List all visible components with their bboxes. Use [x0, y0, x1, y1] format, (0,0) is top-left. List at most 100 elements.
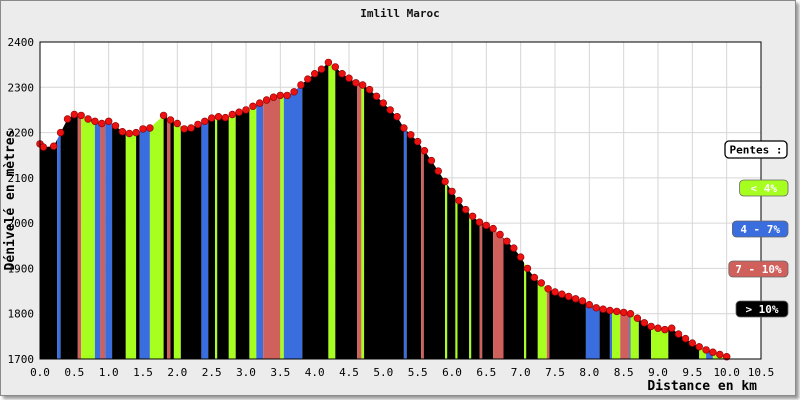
x-tick-label: 5.5 — [408, 366, 428, 379]
profile-point — [667, 324, 676, 332]
slope-segment — [280, 95, 284, 360]
profile-point — [269, 93, 278, 101]
legend-title-background — [724, 140, 788, 159]
slope-segment — [180, 122, 202, 359]
y-tick-label: 1800 — [8, 308, 35, 321]
slope-segment — [77, 114, 82, 360]
profile-point — [544, 285, 552, 293]
profile-point — [654, 324, 662, 332]
slope-segment — [630, 313, 639, 359]
legend-label: < 4% — [751, 182, 778, 195]
slope-segment — [139, 128, 150, 359]
profile-point — [626, 310, 635, 318]
slope-segment — [57, 132, 61, 359]
slope-segment — [249, 104, 257, 359]
slope-segment — [263, 95, 281, 360]
profile-point — [201, 117, 209, 126]
profile-point — [496, 230, 504, 239]
profile-point — [91, 117, 99, 126]
legend-swatch — [732, 220, 789, 238]
profile-point — [420, 147, 429, 155]
profile-point — [523, 264, 532, 273]
slope-segment — [100, 122, 106, 360]
profile-point — [77, 111, 85, 120]
y-tick-label: 2000 — [8, 217, 35, 230]
profile-point — [317, 65, 326, 73]
profile-point — [166, 116, 175, 124]
x-tick-label: 6.0 — [442, 366, 462, 379]
legend-item: 4 - 7% — [732, 220, 789, 238]
profile-point — [427, 156, 436, 165]
x-tick-label: 3.0 — [236, 366, 256, 379]
profile-point — [359, 81, 367, 89]
legend-label: 4 - 7% — [740, 223, 780, 236]
profile-point — [510, 244, 518, 252]
slope-segment — [546, 287, 550, 359]
profile-point — [448, 187, 456, 196]
slope-segment — [503, 237, 525, 359]
y-tick-label: 2200 — [8, 127, 35, 140]
profile-point — [235, 108, 243, 116]
slope-segment — [217, 116, 229, 359]
profile-point — [132, 128, 140, 137]
profile-point — [290, 88, 298, 96]
profile-point — [482, 221, 490, 230]
profile-point — [111, 122, 120, 130]
profile-point — [722, 353, 731, 361]
slope-segment — [136, 130, 140, 359]
profile-point — [84, 115, 92, 123]
slope-segment — [40, 139, 58, 359]
profile-point — [578, 297, 587, 305]
profile-point — [331, 63, 339, 71]
x-tick-labels: 0.0 0.5 1.0 1.5 2.0 2.5 3.0 3.5 4.0 4.5 5.0 5.5 6.0 6… — [30, 366, 774, 379]
legend-swatch — [728, 260, 789, 278]
legend-label: 7 - 10% — [735, 263, 782, 276]
x-tick-label: 1.0 — [99, 366, 119, 379]
profile-markers — [36, 58, 731, 361]
profile-point — [249, 102, 257, 111]
y-tick-label: 2300 — [8, 81, 35, 94]
profile-point — [139, 125, 147, 133]
y-tick-label: 1700 — [8, 353, 35, 366]
slope-segment — [170, 119, 174, 360]
slope-segment — [493, 228, 504, 359]
profile-point — [695, 343, 703, 351]
slope-segment — [403, 128, 407, 359]
slope-segment — [585, 302, 600, 359]
profile-point — [345, 74, 353, 82]
slope-segment — [445, 181, 448, 359]
profile-point — [537, 279, 545, 287]
x-tick-label: 9.0 — [648, 366, 668, 379]
profile-point — [49, 142, 58, 150]
slope-segment — [526, 266, 538, 359]
profile-point — [159, 111, 168, 120]
profile-point — [674, 330, 683, 338]
legend-swatch — [739, 179, 789, 197]
profile-point — [619, 308, 628, 317]
profile-point — [221, 113, 230, 122]
slope-segment — [620, 311, 630, 359]
x-tick-label: 7.0 — [511, 366, 531, 379]
profile-point — [647, 322, 655, 331]
x-tick-label: 2.5 — [202, 366, 222, 379]
profile-point — [558, 290, 566, 298]
profile-point — [214, 112, 223, 121]
slope-segment — [112, 123, 126, 359]
profile-point — [434, 167, 442, 175]
x-tick-label: 5.0 — [373, 366, 393, 379]
slope-segments — [40, 62, 727, 360]
slope-segment — [283, 83, 303, 360]
profile-point — [640, 319, 648, 327]
slope-segment — [94, 121, 101, 359]
profile-point — [414, 137, 422, 146]
slope-segment — [469, 213, 472, 359]
slope-segment — [125, 132, 137, 359]
slope-segment — [302, 62, 329, 360]
profile-point — [441, 177, 449, 186]
slope-segment — [455, 196, 458, 359]
x-tick-label: 0.5 — [64, 366, 84, 379]
x-tick-label: 2.0 — [167, 366, 187, 379]
profile-point — [633, 314, 642, 322]
x-tick-label: 0.0 — [30, 366, 50, 379]
slope-segment — [364, 85, 404, 360]
